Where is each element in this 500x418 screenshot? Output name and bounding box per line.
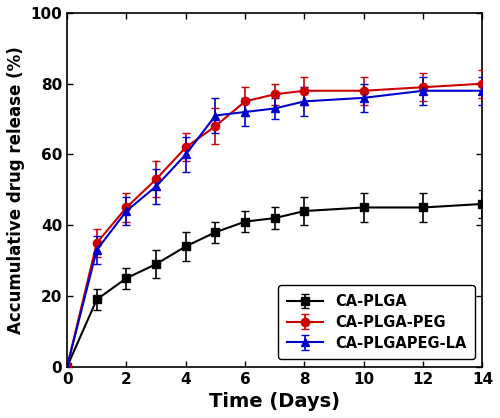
X-axis label: Time (Days): Time (Days) [210, 392, 340, 411]
Y-axis label: Accumulative drug release (%): Accumulative drug release (%) [7, 46, 25, 334]
Legend: CA-PLGA, CA-PLGA-PEG, CA-PLGAPEG-LA: CA-PLGA, CA-PLGA-PEG, CA-PLGAPEG-LA [278, 285, 475, 359]
